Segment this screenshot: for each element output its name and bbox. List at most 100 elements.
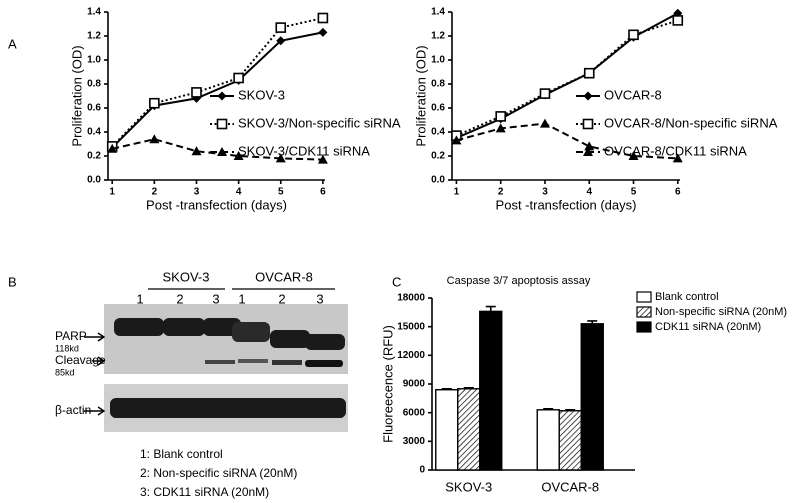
band-label: Cleavage [55,353,106,367]
bar [536,409,560,471]
legend-label: OVCAR-8/Non-specific siRNA [604,115,778,130]
legend-marker [583,147,593,156]
x-tick-label: SKOV-3 [445,479,492,494]
blot-legend: 2: Non-specific siRNA (20nM) [140,466,297,480]
x-axis-label: Post -transfection (days) [146,197,287,212]
x-tick-label: 2 [498,187,504,198]
x-tick-label: 5 [278,187,284,198]
chart-title: Caspase 3/7 apoptosis assay [447,275,591,287]
error-bar [587,320,598,324]
y-tick-label: 3000 [403,436,426,447]
y-tick-label: 9000 [403,379,426,390]
y-tick-label: 0.4 [87,127,101,138]
marker [584,141,595,151]
x-tick-label: 1 [454,187,460,198]
band-label: 85kd [55,367,75,377]
error-bar [485,305,496,312]
y-tick-label: 0.2 [431,151,445,162]
blot [84,288,348,432]
legend-label: Blank control [655,291,719,303]
y-tick-label: 0.2 [87,151,101,162]
y-tick-label: 18000 [397,293,425,304]
panel-label: B [8,274,17,289]
legend-marker [582,118,594,130]
legend-label: SKOV-3/Non-specific siRNA [238,115,401,130]
blot-group: SKOV-3 [163,269,210,284]
y-tick-label: 0.4 [431,127,445,138]
y-tick-label: 6000 [403,407,426,418]
y-tick-label: 12000 [397,350,425,361]
legend-label: OVCAR-8 [604,87,662,102]
blot-group: OVCAR-8 [255,269,313,284]
marker [191,146,202,156]
band-label: PARP [55,329,87,343]
marker [317,154,328,164]
marker [191,87,202,98]
lane: 3 [212,291,219,306]
marker [317,12,329,24]
band-label: 118kd [55,343,79,353]
x-axis-label: Post -transfection (days) [496,197,637,212]
marker [672,15,684,26]
lane: 2 [176,291,183,306]
marker [673,8,683,18]
y-tick-label: 1.4 [87,7,101,18]
legend-marker [216,118,228,130]
x-tick-label: 2 [152,187,158,198]
marker [539,118,550,128]
legend-swatch [636,321,652,333]
series-line [456,122,678,160]
legend-marker [583,91,593,101]
legend-label: CDK11 siRNA (20nM) [655,321,761,333]
x-tick-label: 4 [236,187,242,198]
marker [233,151,244,160]
y-tick-label: 0.8 [87,79,101,90]
legend-label: OVCAR-8/CDK11 siRNA [604,143,747,158]
bar [580,323,604,471]
marker [233,72,244,84]
bar [457,388,481,471]
x-tick-label: OVCAR-8 [541,479,599,494]
marker [672,153,683,163]
marker [275,22,287,33]
blot-legend: 3: CDK11 siRNA (20nM) [140,485,269,499]
y-tick-label: 0 [419,465,425,476]
legend-label: SKOV-3/CDK11 siRNA [238,143,370,158]
marker [495,123,506,133]
y-tick-label: 0.8 [431,79,445,90]
lane: 2 [278,291,285,306]
y-tick-label: 0.0 [87,175,101,186]
marker [451,135,462,145]
bar [435,389,459,471]
y-tick-label: 0.6 [87,103,101,114]
marker [276,36,286,46]
x-tick-label: 3 [542,187,548,198]
y-tick-label: 0.6 [431,103,445,114]
error-bar [543,408,554,410]
series-line [111,17,324,148]
series-line [111,31,324,149]
bar [479,310,503,471]
x-tick-label: 4 [586,187,592,198]
y-tick-label: 1.4 [431,7,445,18]
marker [275,153,286,163]
marker [149,97,160,109]
marker [495,111,506,122]
y-axis-label: Proliferation (OD) [413,45,428,146]
y-axis-label: Proliferation (OD) [69,45,84,146]
series-line [111,138,323,161]
y-tick-label: 1.2 [431,31,445,42]
lane: 1 [238,291,245,306]
band-label: β-actin [55,403,91,417]
y-tick-label: 1.0 [431,55,445,66]
y-tick-label: 0.0 [431,175,445,186]
legend-swatch [636,291,652,303]
series-line [456,19,679,137]
marker [539,88,551,99]
legend-label: Non-specific siRNA (20nM) [655,306,787,318]
error-bar [441,387,452,390]
x-tick-label: 3 [194,187,200,198]
marker [628,29,639,41]
legend-swatch [636,306,652,318]
